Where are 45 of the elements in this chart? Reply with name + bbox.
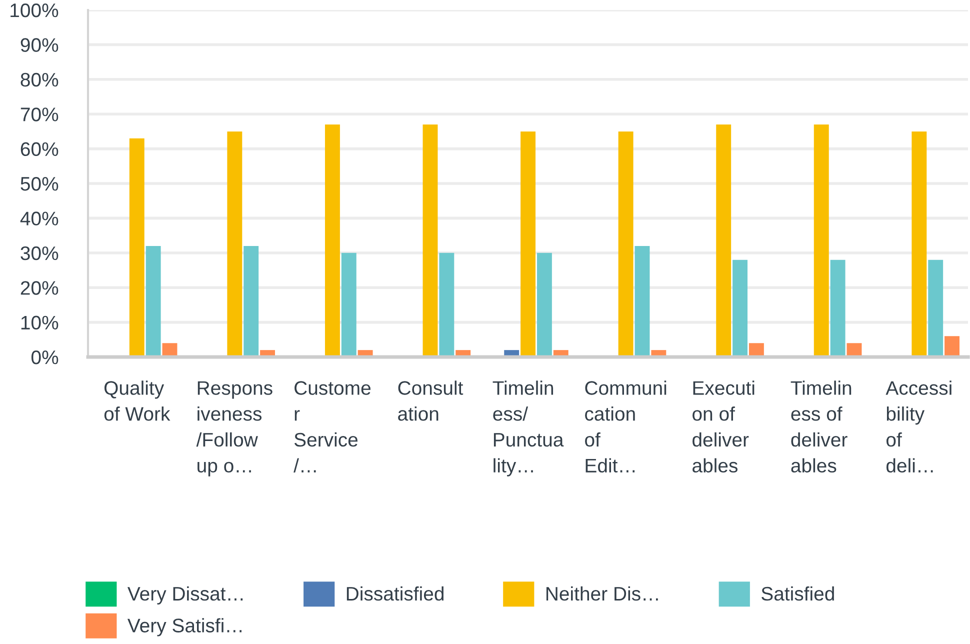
y-tick-label: 50% <box>20 176 58 191</box>
bar <box>324 124 340 357</box>
bar <box>732 260 748 357</box>
y-tick-label: 10% <box>21 316 58 330</box>
x-tick-label: Executi on of deliver ables <box>692 380 754 473</box>
x-tick-label: Timelin ess/ Punctua lity… <box>492 380 564 476</box>
x-tick-label: Consult ation <box>398 380 464 421</box>
y-tick-label: 20% <box>20 281 58 295</box>
legend-label: Very Satisfi… <box>128 618 242 636</box>
bar <box>716 124 732 357</box>
bar <box>912 131 927 357</box>
bar <box>814 124 829 357</box>
x-tick-label: Respons iveness /Follow up o… <box>196 381 272 476</box>
y-tick-label: 60% <box>20 142 58 156</box>
bar <box>146 246 161 357</box>
bar <box>129 138 144 357</box>
bar <box>928 260 944 357</box>
legend-label: Dissatisfied <box>346 586 444 601</box>
legend-label: Neither Dis… <box>546 586 658 601</box>
bar <box>520 131 536 357</box>
y-tick-label: 100% <box>10 3 58 18</box>
x-tick-label: Custome r Service /… <box>294 381 370 473</box>
bar <box>244 246 259 357</box>
y-tick-label: 40% <box>20 212 58 226</box>
bar <box>536 252 552 357</box>
bar <box>341 252 356 357</box>
y-tick-label: 30% <box>20 246 58 260</box>
x-tick-label: Timelin ess of deliver ables <box>790 380 852 473</box>
bar <box>422 124 438 357</box>
bar <box>618 131 634 357</box>
legend-label: Satisfied <box>762 586 834 601</box>
y-tick-label: 90% <box>20 38 58 52</box>
y-tick-label: 0% <box>31 350 58 364</box>
y-tick-label: 70% <box>20 108 58 122</box>
bar <box>439 252 454 357</box>
x-tick-label: Quality of Work <box>104 380 170 421</box>
bar <box>748 343 764 357</box>
bar <box>830 260 846 357</box>
legend-label: Very Dissat… <box>128 586 243 605</box>
bar <box>944 336 960 357</box>
bar <box>634 246 650 357</box>
bar <box>227 131 242 357</box>
y-tick-label: 80% <box>20 72 58 87</box>
x-tick-label: Communi cation of Edit… <box>585 380 666 473</box>
x-tick-label: Accessi bility of deli… <box>886 380 952 473</box>
